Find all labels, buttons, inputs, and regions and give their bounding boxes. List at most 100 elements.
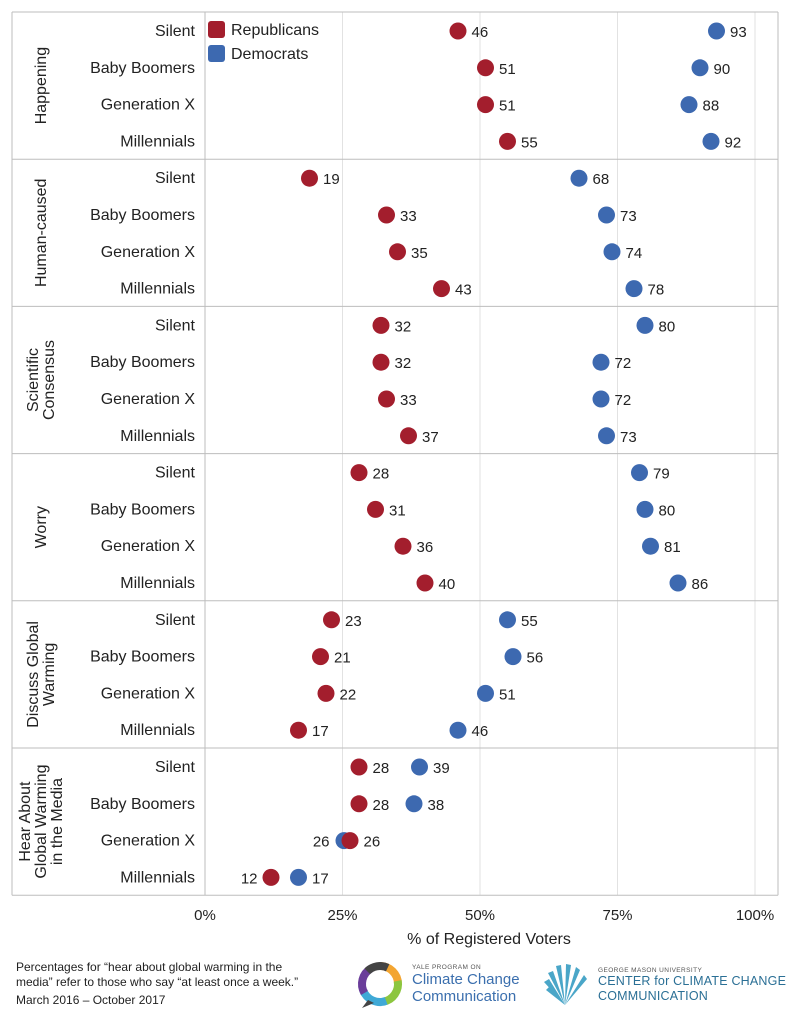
republican-value-label: 35 xyxy=(411,245,428,262)
republican-dot xyxy=(416,574,434,592)
republican-value-label: 28 xyxy=(373,760,390,777)
democrat-dot xyxy=(499,611,516,629)
footnote-date-range: March 2016 – October 2017 xyxy=(16,993,166,1007)
democrat-dot xyxy=(570,169,588,187)
democrat-value-label: 17 xyxy=(312,870,329,887)
republican-dot xyxy=(372,353,390,371)
democrat-dot xyxy=(702,132,720,150)
democrat-value-label: 78 xyxy=(648,282,665,299)
yale-logo-small-text: YALE PROGRAM ON xyxy=(412,963,482,971)
republican-dot xyxy=(350,758,368,776)
x-tick-label: 75% xyxy=(602,907,632,924)
row-label: Baby Boomers xyxy=(90,207,195,224)
democrat-value-label: 38 xyxy=(428,797,445,814)
democrat-dot xyxy=(691,59,709,77)
democrat-value-label: 90 xyxy=(714,61,731,78)
republican-dot xyxy=(378,206,395,224)
republican-dot xyxy=(290,721,307,739)
yale-logo-line-2: Communication xyxy=(412,987,517,1005)
republican-value-label: 51 xyxy=(499,61,516,78)
democrat-value-label: 93 xyxy=(730,24,747,41)
row-label: Baby Boomers xyxy=(90,354,195,371)
democrat-value-label: 72 xyxy=(615,392,632,409)
legend-swatch xyxy=(208,21,225,38)
republican-value-label: 17 xyxy=(312,723,329,740)
republican-value-label: 55 xyxy=(521,134,538,151)
republican-value-label: 32 xyxy=(395,355,412,372)
panel-label-line: Discuss Global xyxy=(25,621,42,728)
footnote: Percentages for “hear about global warmi… xyxy=(16,960,298,1008)
gmu-logo-line-1: CENTER for CLIMATE CHANGE xyxy=(598,973,787,988)
republican-value-label: 19 xyxy=(323,171,340,188)
republican-value-label: 28 xyxy=(373,797,390,814)
panel-label: Worry xyxy=(33,506,50,548)
republican-value-label: 33 xyxy=(400,208,417,225)
row-label: Baby Boomers xyxy=(90,60,195,77)
democrat-dot xyxy=(636,500,654,518)
republican-dot xyxy=(477,59,494,77)
republican-value-label: 12 xyxy=(241,870,258,887)
row-label: Silent xyxy=(155,612,196,629)
republican-value-label: 31 xyxy=(389,502,406,519)
row-label: Millennials xyxy=(120,428,195,445)
panel-label-line: Consensus xyxy=(41,340,58,420)
republican-value-label: 26 xyxy=(364,834,381,851)
yale-logo: YALE PROGRAM ON Climate Change Communica… xyxy=(354,958,520,1010)
footnote-line-1: Percentages for “hear about global warmi… xyxy=(16,960,283,974)
republican-dot xyxy=(350,795,368,813)
republican-value-label: 37 xyxy=(422,429,439,446)
democrat-dot xyxy=(504,648,522,666)
democrat-dot xyxy=(708,22,725,40)
republican-value-label: 40 xyxy=(439,576,456,593)
row-label: Generation X xyxy=(101,685,196,702)
democrat-dot xyxy=(680,96,698,114)
gmu-logo-small-text: GEORGE MASON UNIVERSITY xyxy=(598,966,703,974)
democrat-value-label: 81 xyxy=(664,539,681,556)
row-label: Generation X xyxy=(101,538,196,555)
label-layer: 0% 25% 50% 75% 100% Happening Silent 46 93 Baby B… xyxy=(17,23,774,924)
gmu-sunburst-icon xyxy=(544,964,587,1005)
panel-label-line: in the Media xyxy=(49,778,66,865)
republican-dot xyxy=(477,96,494,114)
panel-label: Hear About Global Warming in the Media xyxy=(17,765,66,879)
yale-ring-icon xyxy=(358,962,402,1008)
republican-dot xyxy=(367,500,384,518)
republican-value-label: 43 xyxy=(455,282,472,299)
panel-label: Human-caused xyxy=(33,179,50,287)
democrat-dot xyxy=(631,464,648,482)
republican-dot xyxy=(323,611,340,629)
panel-label-line: Worry xyxy=(33,506,50,548)
democrat-dot xyxy=(477,684,494,702)
democrat-dot xyxy=(625,280,643,298)
row-label: Silent xyxy=(155,759,196,776)
democrat-value-label: 46 xyxy=(472,723,489,740)
legend-label: Democrats xyxy=(231,46,308,63)
legend: Republicans Democrats xyxy=(208,21,319,63)
democrat-value-label: 55 xyxy=(521,613,538,630)
panel-label-line: Human-caused xyxy=(33,179,50,287)
republican-value-label: 21 xyxy=(334,650,351,667)
republican-dot xyxy=(350,464,368,482)
yale-logo-line-1: Climate Change xyxy=(412,970,520,988)
democrat-value-label: 39 xyxy=(433,760,450,777)
republican-value-label: 36 xyxy=(417,539,434,556)
x-tick-label: 0% xyxy=(194,907,216,924)
row-label: Millennials xyxy=(120,722,195,739)
panel-label: Happening xyxy=(33,47,50,124)
democrat-dot xyxy=(642,537,659,555)
legend-label: Republicans xyxy=(231,22,319,39)
row-label: Silent xyxy=(155,317,196,334)
row-label: Baby Boomers xyxy=(90,501,195,518)
democrat-value-label: 80 xyxy=(659,502,676,519)
republican-dot xyxy=(372,316,390,334)
panel-label: Scientific Consensus xyxy=(25,340,58,420)
democrat-value-label: 73 xyxy=(620,429,637,446)
democrat-dot xyxy=(592,390,610,408)
republican-value-label: 23 xyxy=(345,613,362,630)
x-tick-label: 100% xyxy=(736,907,774,924)
republican-dot xyxy=(400,427,417,445)
gmu-logo-line-2: COMMUNICATION xyxy=(598,988,708,1003)
republican-dot xyxy=(317,684,335,702)
dot-plot-chart: 0% 25% 50% 75% 100% Happening Silent 46 93 Baby B… xyxy=(11,11,779,948)
republican-dot xyxy=(341,832,359,850)
